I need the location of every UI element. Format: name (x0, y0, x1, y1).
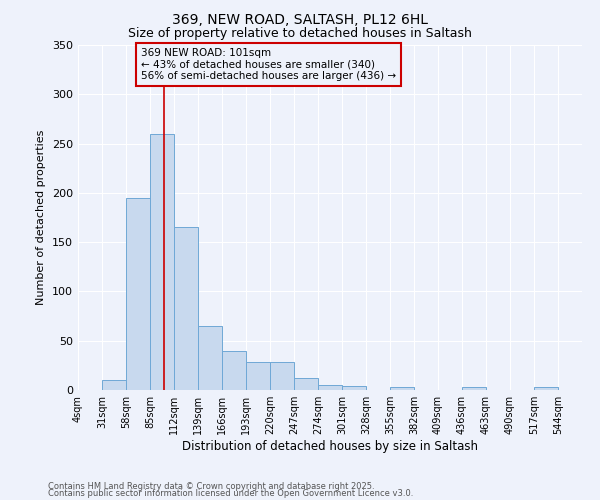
Bar (126, 198, 150, 390)
Bar (150, 134, 174, 390)
Bar (246, 362, 270, 390)
Bar (462, 387, 486, 390)
X-axis label: Distribution of detached houses by size in Saltash: Distribution of detached houses by size … (182, 440, 478, 453)
Bar (534, 387, 558, 390)
Bar (222, 350, 246, 390)
Bar (270, 362, 294, 390)
Bar (198, 326, 222, 390)
Text: 369 NEW ROAD: 101sqm
← 43% of detached houses are smaller (340)
56% of semi-deta: 369 NEW ROAD: 101sqm ← 43% of detached h… (141, 48, 396, 81)
Text: Contains HM Land Registry data © Crown copyright and database right 2025.: Contains HM Land Registry data © Crown c… (48, 482, 374, 491)
Bar (318, 385, 342, 390)
Bar (174, 228, 198, 390)
Bar (102, 380, 126, 390)
Bar (390, 387, 414, 390)
Text: Contains public sector information licensed under the Open Government Licence v3: Contains public sector information licen… (48, 490, 413, 498)
Bar (342, 386, 366, 390)
Y-axis label: Number of detached properties: Number of detached properties (37, 130, 46, 305)
Text: 369, NEW ROAD, SALTASH, PL12 6HL: 369, NEW ROAD, SALTASH, PL12 6HL (172, 12, 428, 26)
Bar (294, 378, 318, 390)
Text: Size of property relative to detached houses in Saltash: Size of property relative to detached ho… (128, 28, 472, 40)
